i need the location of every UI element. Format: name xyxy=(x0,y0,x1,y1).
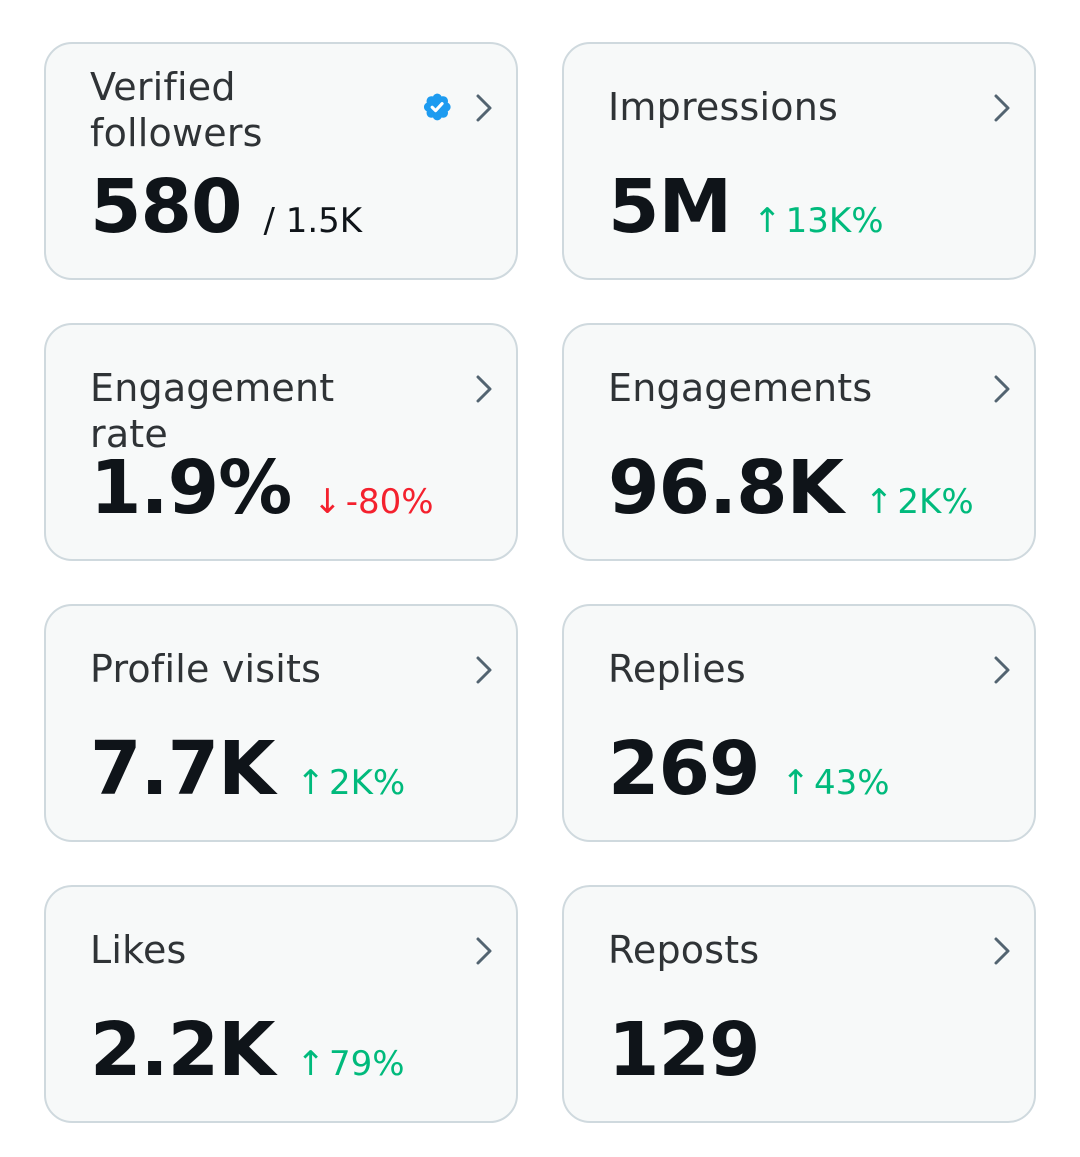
chevron-right-icon xyxy=(476,656,492,684)
delta-text: 43% xyxy=(813,763,890,803)
card-impressions[interactable]: Impressions 5M ↑ 13K% xyxy=(562,42,1036,280)
value-row: 1.9% ↓ -80% xyxy=(90,443,434,533)
value-row: 96.8K ↑ 2K% xyxy=(608,443,974,533)
card-title: Replies xyxy=(608,647,746,691)
metric-value: 96.8K xyxy=(608,445,844,531)
delta-text: 79% xyxy=(328,1044,405,1084)
delta-text: -80% xyxy=(345,482,434,522)
metric-delta: ↑ 43% xyxy=(781,763,889,803)
chevron-right-icon xyxy=(476,937,492,965)
arrow-up-icon: ↑ xyxy=(781,763,810,803)
card-reposts[interactable]: Reposts 129 xyxy=(562,885,1036,1123)
chevron-right-icon xyxy=(994,656,1010,684)
value-row: 2.2K ↑ 79% xyxy=(90,1005,405,1095)
arrow-up-icon: ↑ xyxy=(296,1044,325,1084)
metric-value: 129 xyxy=(608,1007,760,1093)
metric-value: 580 xyxy=(90,164,242,250)
arrow-down-icon: ↓ xyxy=(313,482,342,522)
card-title: Likes xyxy=(90,928,187,972)
card-verified-followers[interactable]: Verified followers 580 / 1.5K xyxy=(44,42,518,280)
arrow-up-icon: ↑ xyxy=(296,763,325,803)
delta-text: 13K% xyxy=(785,201,884,241)
metric-delta: ↑ 2K% xyxy=(296,763,405,803)
verified-badge-icon xyxy=(423,93,451,121)
metric-delta: ↑ 13K% xyxy=(753,201,883,241)
card-title: Reposts xyxy=(608,928,760,972)
chevron-right-icon xyxy=(476,94,492,122)
chevron-right-icon xyxy=(994,94,1010,122)
value-row: 5M ↑ 13K% xyxy=(608,162,884,252)
value-row: 580 / 1.5K xyxy=(90,162,362,252)
chevron-right-icon xyxy=(994,937,1010,965)
value-row: 7.7K ↑ 2K% xyxy=(90,724,405,814)
delta-text: 2K% xyxy=(328,763,406,803)
card-profile-visits[interactable]: Profile visits 7.7K ↑ 2K% xyxy=(44,604,518,842)
metrics-grid: Verified followers 580 / 1.5K Impression… xyxy=(44,42,1036,1123)
metric-delta: ↑ 2K% xyxy=(865,482,974,522)
card-engagements[interactable]: Engagements 96.8K ↑ 2K% xyxy=(562,323,1036,561)
card-title: Engagement rate xyxy=(90,366,335,456)
arrow-up-icon: ↑ xyxy=(753,201,782,241)
metric-value: 2.2K xyxy=(90,1007,275,1093)
card-title: Profile visits xyxy=(90,647,322,691)
metric-delta: ↑ 79% xyxy=(296,1044,404,1084)
card-engagement-rate[interactable]: Engagement rate 1.9% ↓ -80% xyxy=(44,323,518,561)
value-row: 129 xyxy=(608,1005,760,1095)
card-title: Engagements xyxy=(608,366,873,410)
metric-value: 269 xyxy=(608,726,760,812)
card-replies[interactable]: Replies 269 ↑ 43% xyxy=(562,604,1036,842)
metric-value: 5M xyxy=(608,164,732,250)
card-title: Verified followers xyxy=(90,65,263,155)
metric-total: / 1.5K xyxy=(263,201,363,241)
value-row: 269 ↑ 43% xyxy=(608,724,890,814)
chevron-right-icon xyxy=(476,375,492,403)
card-likes[interactable]: Likes 2.2K ↑ 79% xyxy=(44,885,518,1123)
chevron-right-icon xyxy=(994,375,1010,403)
delta-text: 2K% xyxy=(897,482,974,522)
metric-value: 1.9% xyxy=(90,445,292,531)
metric-value: 7.7K xyxy=(90,726,275,812)
card-title: Impressions xyxy=(608,85,838,129)
metric-delta: ↓ -80% xyxy=(313,482,433,522)
arrow-up-icon: ↑ xyxy=(864,482,894,522)
